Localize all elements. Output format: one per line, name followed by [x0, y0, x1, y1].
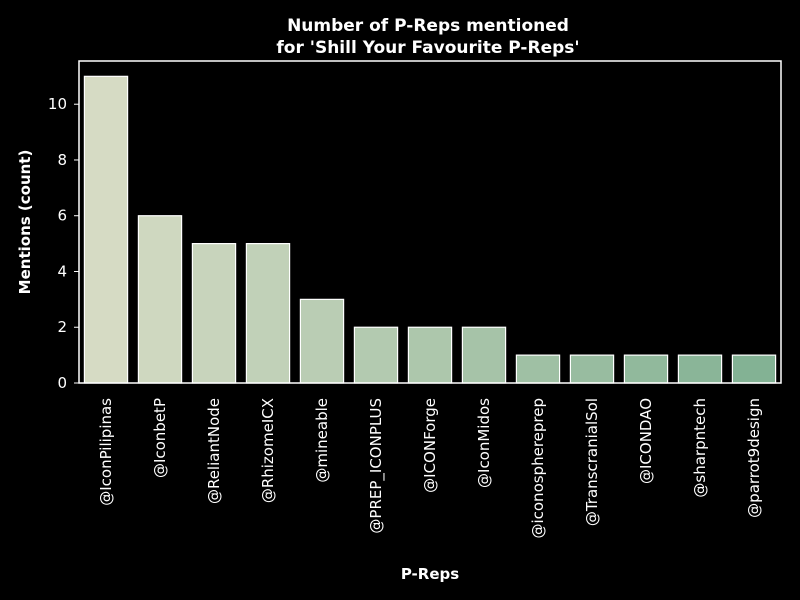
x-axis-ticks: @IconPilipinas @IconbetP @ReliantNode @Rhiz… [97, 398, 763, 539]
x-tick-label: @IconPilipinas [97, 398, 115, 506]
x-tick-label: @ICONForge [421, 398, 439, 493]
y-axis-ticks: 0 2 4 6 8 10 [48, 95, 79, 392]
x-tick-label: @parrot9design [745, 398, 763, 518]
bar-sharpntech [677, 354, 723, 384]
x-tick-label: @ICONDAO [637, 398, 655, 484]
plot-frame [78, 60, 782, 384]
bar-parrot9design [731, 354, 777, 384]
bar-iconbetp [137, 215, 183, 384]
y-tick-label: 0 [57, 374, 67, 392]
bar-icondao [623, 354, 669, 384]
bar-transcranialsol [569, 354, 615, 384]
y-axis-label: Mentions (count) [16, 150, 34, 295]
bars-group [83, 75, 777, 384]
bar-iconpilipinas [83, 75, 129, 384]
x-tick-label: @TranscranialSol [583, 398, 601, 526]
bar-iconmidos [461, 326, 507, 384]
y-tick-label: 4 [57, 262, 67, 280]
y-tick-label: 2 [57, 318, 67, 336]
x-tick-label: @mineable [313, 398, 331, 483]
y-tick-label: 8 [57, 151, 67, 169]
chart-title-line2: for 'Shill Your Favourite P-Reps' [276, 38, 579, 58]
chart-title-line1: Number of P-Reps mentioned [287, 16, 569, 36]
y-tick-label: 10 [48, 95, 67, 113]
x-tick-label: @iconosphereprep [529, 398, 547, 539]
x-tick-label: @IconMidos [475, 398, 493, 488]
bar-rhizomeicx [245, 243, 291, 384]
bar-iconforge [407, 326, 453, 384]
bar-iconosphereprep [515, 354, 561, 384]
x-tick-label: @PREP_ICONPLUS [367, 398, 386, 534]
x-tick-label: @sharpntech [691, 398, 709, 498]
x-tick-label: @IconbetP [151, 398, 169, 478]
bar-mineable [299, 298, 345, 384]
x-tick-label: @ReliantNode [205, 398, 223, 504]
x-axis-label: P-Reps [401, 565, 459, 583]
bar-reliantnode [191, 243, 237, 384]
y-tick-label: 6 [57, 207, 67, 225]
bar-prep_iconplus [353, 326, 399, 384]
x-tick-label: @RhizomeICX [259, 398, 277, 503]
